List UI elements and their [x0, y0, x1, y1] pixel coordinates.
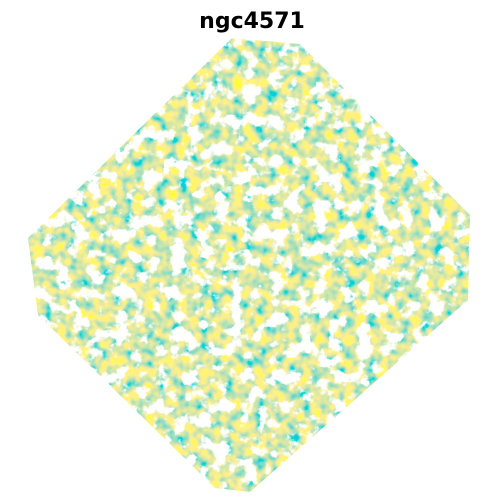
galaxy-image — [28, 38, 470, 492]
title: ngc4571 — [199, 9, 305, 34]
